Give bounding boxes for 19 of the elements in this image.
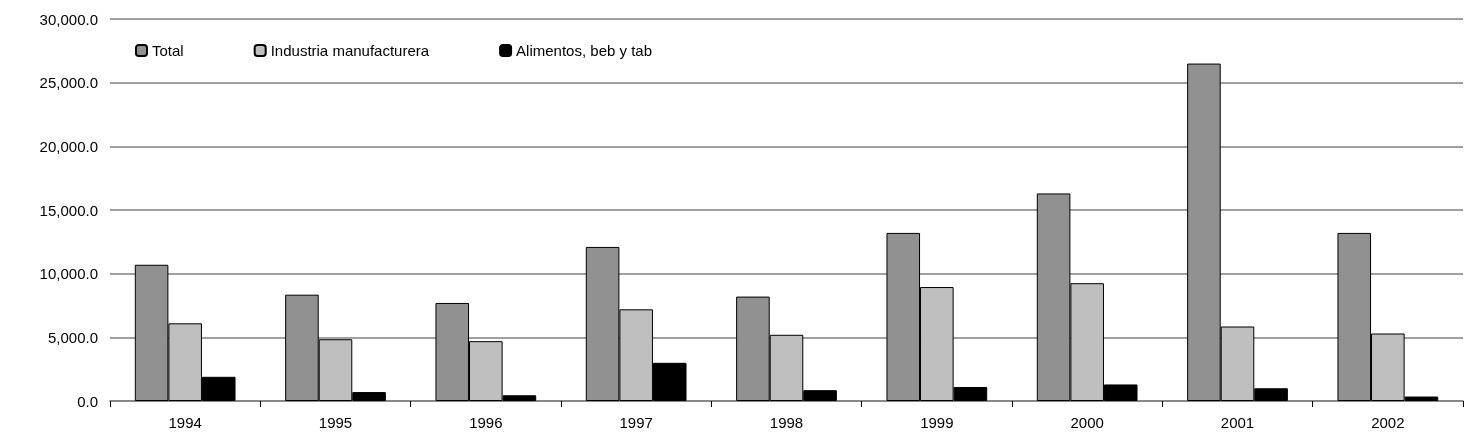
y-tick-label: 20,000.0 <box>39 137 98 155</box>
x-tick-label: 1994 <box>168 414 202 431</box>
y-tick-label: 30,000.0 <box>39 10 98 28</box>
legend-label: Total <box>152 42 184 59</box>
x-tick-label: 1999 <box>920 414 954 431</box>
x-tick-label: 1996 <box>469 414 503 431</box>
y-tick-label: 25,000.0 <box>39 74 98 92</box>
x-tick-label: 1997 <box>619 414 653 431</box>
x-tick-label: 1995 <box>318 414 353 431</box>
legend-label: Industria manufacturera <box>270 42 430 59</box>
y-tick-label: 0.0 <box>77 392 98 410</box>
y-tick-label: 15,000.0 <box>39 201 98 219</box>
y-tick-label: 5,000.0 <box>47 328 98 346</box>
y-tick-label: 10,000.0 <box>39 265 98 283</box>
x-tick-label: 2001 <box>1220 414 1255 431</box>
x-tick-label: 1998 <box>769 414 804 431</box>
x-tick-label: 2002 <box>1371 414 1405 431</box>
x-tick-label: 2000 <box>1070 414 1104 431</box>
legend-label: Alimentos, beb y tab <box>516 42 653 59</box>
